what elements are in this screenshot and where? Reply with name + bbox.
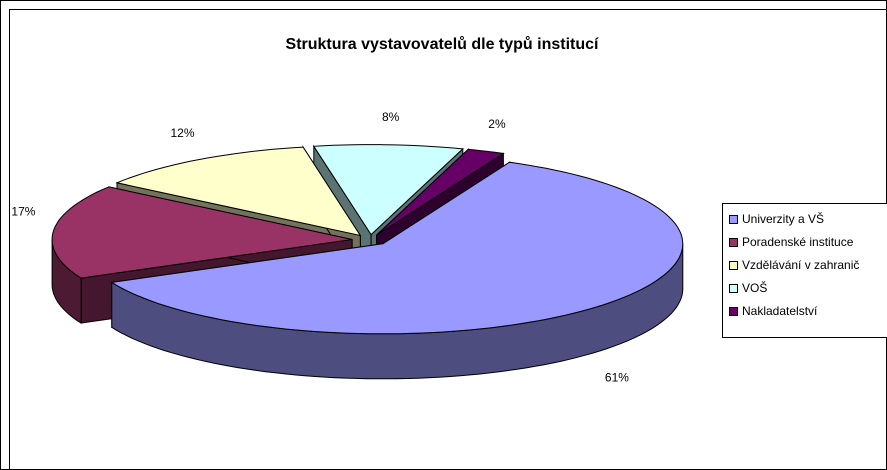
legend-label: Univerzity a VŠ bbox=[742, 211, 824, 226]
legend-swatch bbox=[729, 261, 738, 270]
slice bbox=[115, 146, 362, 237]
data-label: 8% bbox=[382, 110, 400, 124]
data-label: 61% bbox=[605, 371, 629, 385]
legend-label: Poradenské instituce bbox=[742, 235, 854, 249]
legend-label: VOŠ bbox=[742, 280, 767, 295]
legend-swatch bbox=[729, 215, 738, 224]
slice bbox=[312, 144, 464, 236]
legend-label: Nakladatelství bbox=[742, 304, 818, 318]
chart-title: Struktura vystavovatelů dle typů institu… bbox=[286, 36, 600, 53]
slice bbox=[110, 161, 684, 335]
legend-label: Vzdělávání v zahranič bbox=[742, 258, 859, 272]
slice bbox=[376, 148, 505, 236]
legend-swatch bbox=[729, 307, 738, 316]
data-label: 2% bbox=[488, 117, 506, 131]
pie bbox=[51, 144, 684, 380]
legend-swatch bbox=[729, 284, 738, 293]
data-label: 17% bbox=[11, 205, 35, 219]
slice bbox=[51, 186, 353, 279]
legend-box bbox=[722, 203, 887, 338]
legend-swatch bbox=[729, 238, 738, 247]
data-label: 12% bbox=[170, 126, 194, 140]
